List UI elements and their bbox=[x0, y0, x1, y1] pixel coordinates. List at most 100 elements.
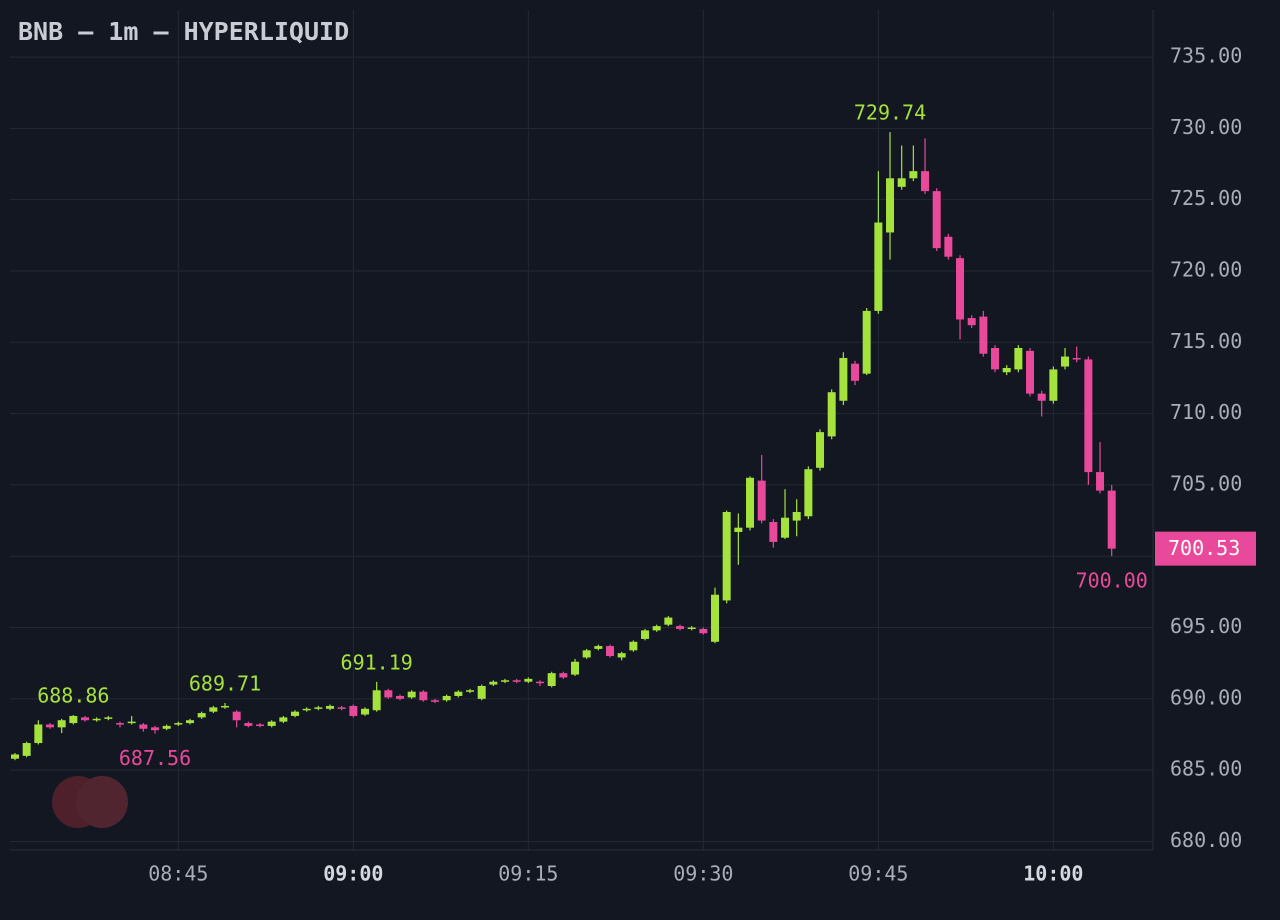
candle-body bbox=[186, 720, 195, 724]
candle-body bbox=[81, 717, 90, 721]
candle-body bbox=[104, 717, 113, 719]
candle-body bbox=[897, 178, 906, 187]
candle-body bbox=[419, 691, 428, 701]
candle-body bbox=[57, 720, 66, 728]
candle-body bbox=[1107, 490, 1116, 549]
candle-body bbox=[1014, 347, 1023, 370]
candle-body bbox=[781, 517, 790, 538]
y-tick-label: 685.00 bbox=[1170, 757, 1242, 781]
y-tick-label: 725.00 bbox=[1170, 186, 1242, 210]
candle-body bbox=[676, 626, 685, 629]
candle-body bbox=[792, 512, 801, 521]
candle-body bbox=[769, 521, 778, 542]
candle-body bbox=[361, 708, 370, 715]
x-tick-label: 09:30 bbox=[673, 862, 733, 886]
candle-body bbox=[571, 661, 580, 675]
last-price-tag bbox=[1155, 531, 1256, 566]
low-label: 687.56 bbox=[119, 746, 191, 770]
high-label: 691.19 bbox=[341, 650, 413, 674]
candle-body bbox=[221, 705, 230, 708]
y-tick-label: 730.00 bbox=[1170, 115, 1242, 139]
candle-body bbox=[431, 700, 440, 702]
candle-body bbox=[256, 724, 265, 726]
candle-body bbox=[232, 711, 241, 721]
chart-title: BNB — 1m — HYPERLIQUID bbox=[18, 17, 349, 46]
x-tick-label: 09:45 bbox=[848, 862, 908, 886]
candle-body bbox=[69, 715, 78, 724]
candle-body bbox=[664, 617, 673, 625]
candle-body bbox=[454, 691, 463, 696]
watermark bbox=[52, 776, 128, 828]
candle-body bbox=[127, 721, 136, 724]
candle-body bbox=[921, 171, 930, 192]
high-label: 689.71 bbox=[189, 671, 261, 695]
candle-body bbox=[967, 318, 976, 326]
candle-body bbox=[1072, 357, 1081, 360]
candle-body bbox=[734, 527, 743, 532]
y-tick-label: 690.00 bbox=[1170, 685, 1242, 709]
last-price-label: 700.53 bbox=[1168, 536, 1240, 560]
high-label: 729.74 bbox=[854, 101, 926, 125]
x-tick-label: 08:45 bbox=[148, 862, 208, 886]
candle-body bbox=[1037, 393, 1046, 401]
candle-body bbox=[407, 691, 416, 698]
candle-body bbox=[22, 743, 31, 756]
candle-body bbox=[501, 680, 510, 682]
x-tick-label: 09:15 bbox=[498, 862, 558, 886]
candle-body bbox=[629, 641, 638, 651]
grid bbox=[10, 10, 1153, 850]
candle-body bbox=[209, 707, 218, 712]
candle-body bbox=[1002, 367, 1011, 373]
candle-body bbox=[512, 680, 521, 682]
high-label: 688.86 bbox=[37, 684, 109, 708]
candle-body bbox=[722, 512, 731, 601]
candle-body bbox=[116, 723, 125, 725]
candle-body bbox=[641, 630, 650, 639]
y-tick-label: 695.00 bbox=[1170, 614, 1242, 638]
y-tick-label: 710.00 bbox=[1170, 400, 1242, 424]
y-tick-label: 715.00 bbox=[1170, 329, 1242, 353]
candle-body bbox=[372, 690, 381, 711]
candle-body bbox=[197, 713, 206, 718]
candle-body bbox=[174, 723, 183, 725]
candle-body bbox=[34, 724, 43, 744]
candle-body bbox=[139, 724, 148, 729]
candle-body bbox=[11, 754, 19, 759]
candle-body bbox=[909, 171, 918, 179]
y-tick-label: 680.00 bbox=[1170, 828, 1242, 852]
candle-body bbox=[524, 678, 533, 682]
candle-body bbox=[862, 310, 871, 374]
candle-body bbox=[956, 258, 965, 320]
candle-body bbox=[279, 717, 288, 722]
candle-body bbox=[1096, 472, 1105, 491]
candle-body bbox=[162, 725, 171, 729]
candle-body bbox=[559, 673, 568, 678]
candle-body bbox=[687, 627, 696, 630]
candle-body bbox=[606, 646, 615, 657]
y-tick-label: 705.00 bbox=[1170, 471, 1242, 495]
low-label: 700.00 bbox=[1076, 569, 1148, 593]
candle-body bbox=[46, 724, 55, 728]
candle-body bbox=[337, 707, 346, 709]
candle-body bbox=[349, 705, 358, 716]
x-tick-label: 10:00 bbox=[1023, 862, 1083, 886]
candle-body bbox=[617, 653, 626, 658]
candle-body bbox=[314, 707, 323, 709]
candle-body bbox=[991, 347, 1000, 370]
candle-body bbox=[1049, 369, 1058, 401]
candle-body bbox=[442, 695, 451, 701]
candle-body bbox=[92, 718, 101, 721]
candle-body bbox=[652, 626, 661, 631]
candle-body bbox=[244, 723, 253, 726]
candle-body bbox=[874, 222, 883, 311]
candle-body bbox=[804, 469, 813, 517]
candle-body bbox=[396, 695, 405, 699]
candle-body bbox=[477, 685, 486, 699]
candle-body bbox=[582, 650, 591, 658]
candle-body bbox=[151, 727, 160, 731]
candle-body bbox=[757, 480, 766, 521]
candle-body bbox=[1026, 350, 1035, 394]
candle-body bbox=[816, 432, 825, 468]
